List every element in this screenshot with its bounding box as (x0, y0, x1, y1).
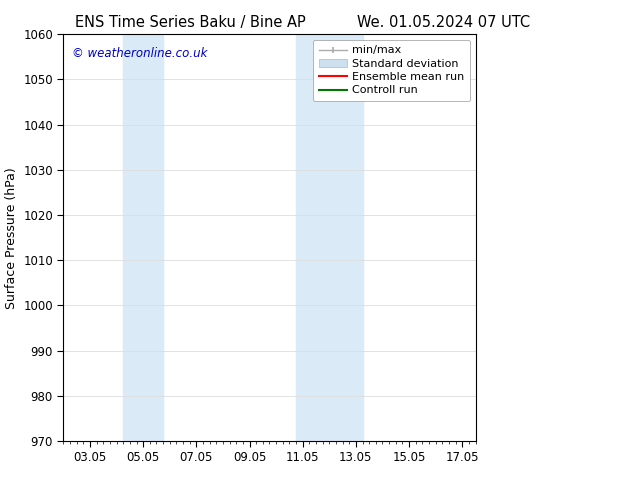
Legend: min/max, Standard deviation, Ensemble mean run, Controll run: min/max, Standard deviation, Ensemble me… (313, 40, 470, 101)
Text: ENS Time Series Baku / Bine AP: ENS Time Series Baku / Bine AP (75, 15, 306, 30)
Bar (296, 34, 363, 441)
Y-axis label: Surface Pressure (hPa): Surface Pressure (hPa) (4, 167, 18, 309)
Bar (123, 34, 163, 441)
Text: © weatheronline.co.uk: © weatheronline.co.uk (72, 47, 207, 59)
Text: We. 01.05.2024 07 UTC: We. 01.05.2024 07 UTC (357, 15, 531, 30)
